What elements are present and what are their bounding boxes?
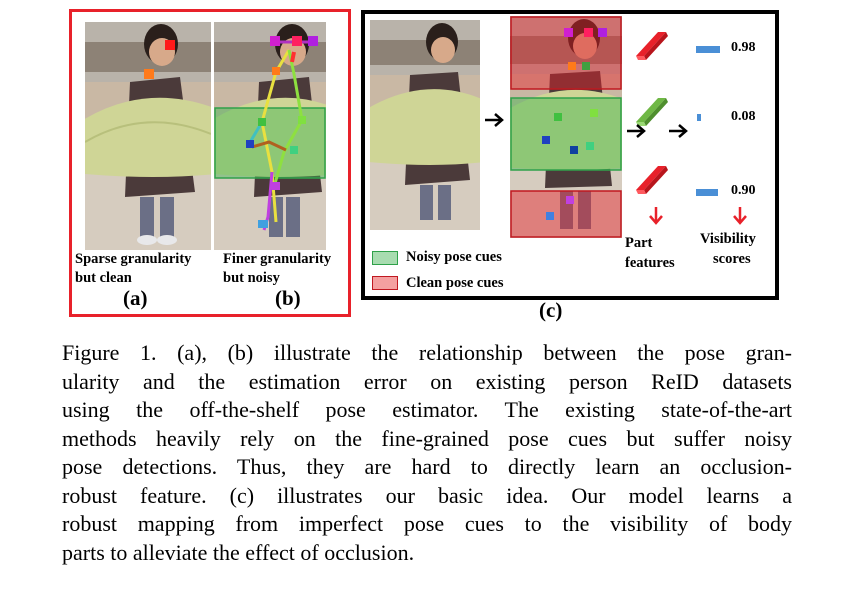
person-photo-b bbox=[214, 22, 326, 250]
visibility-scores-label-line1: Visibility bbox=[700, 231, 756, 247]
visibility-bar-1 bbox=[696, 46, 720, 53]
caption-line: robust mapping from imperfect pose cues … bbox=[62, 511, 792, 536]
part-features-label-line1: Part bbox=[625, 235, 653, 251]
legend-clean-swatch bbox=[372, 276, 398, 290]
person-photo-a bbox=[85, 22, 211, 250]
figure-caption: Figure 1. (a), (b) illustrate the relati… bbox=[62, 339, 792, 567]
legend-noisy-swatch bbox=[372, 251, 398, 265]
part-features-label-line2: features bbox=[625, 255, 675, 271]
part-feature-2-icon bbox=[636, 98, 668, 126]
legend-noisy-label: Noisy pose cues bbox=[406, 249, 502, 265]
panel-b-caption-line2: but noisy bbox=[223, 270, 280, 286]
part-feature-3-icon bbox=[636, 166, 668, 194]
caption-line: using the off-the-shelf pose estimator. … bbox=[62, 397, 792, 422]
visibility-score-2: 0.08 bbox=[731, 109, 756, 124]
visibility-scores-label-line2: scores bbox=[713, 251, 751, 267]
person-photo-c-input bbox=[370, 20, 480, 230]
panel-ab-frame bbox=[69, 9, 351, 317]
caption-line: methods heavily rely on the fine-grained… bbox=[62, 425, 792, 451]
down-arrow-icon bbox=[649, 207, 663, 225]
panel-c-label: (c) bbox=[539, 298, 563, 322]
visibility-bar-3 bbox=[696, 189, 718, 196]
arrow-right-icon bbox=[485, 113, 504, 127]
down-arrow-icon bbox=[733, 207, 747, 225]
legend-clean-label: Clean pose cues bbox=[406, 275, 504, 291]
person-photo-c-parts bbox=[510, 16, 622, 238]
caption-line: ularity and the estimation error on exis… bbox=[62, 368, 792, 394]
visibility-score-1: 0.98 bbox=[731, 40, 756, 55]
panel-b-label: (b) bbox=[275, 286, 301, 310]
caption-line: robust feature. (c) illustrates our basi… bbox=[62, 482, 792, 508]
visibility-bar-2 bbox=[697, 114, 701, 121]
visibility-score-3: 0.90 bbox=[731, 183, 756, 198]
panel-a-label: (a) bbox=[123, 286, 148, 310]
arrow-right-icon bbox=[627, 124, 646, 138]
panel-c-frame bbox=[361, 10, 779, 300]
part-feature-1-icon bbox=[636, 32, 668, 60]
arrow-right-icon bbox=[669, 124, 688, 138]
caption-line: Figure 1. (a), (b) illustrate the relati… bbox=[62, 340, 792, 365]
panel-b-caption-line1: Finer granularity bbox=[223, 251, 332, 267]
panel-a-caption-line2: but clean bbox=[75, 270, 132, 286]
panel-a-caption-line1: Sparse granularity bbox=[75, 251, 192, 267]
caption-line: parts to alleviate the effect of occlusi… bbox=[62, 539, 415, 565]
caption-line: pose detections. Thus, they are hard to … bbox=[62, 454, 792, 479]
